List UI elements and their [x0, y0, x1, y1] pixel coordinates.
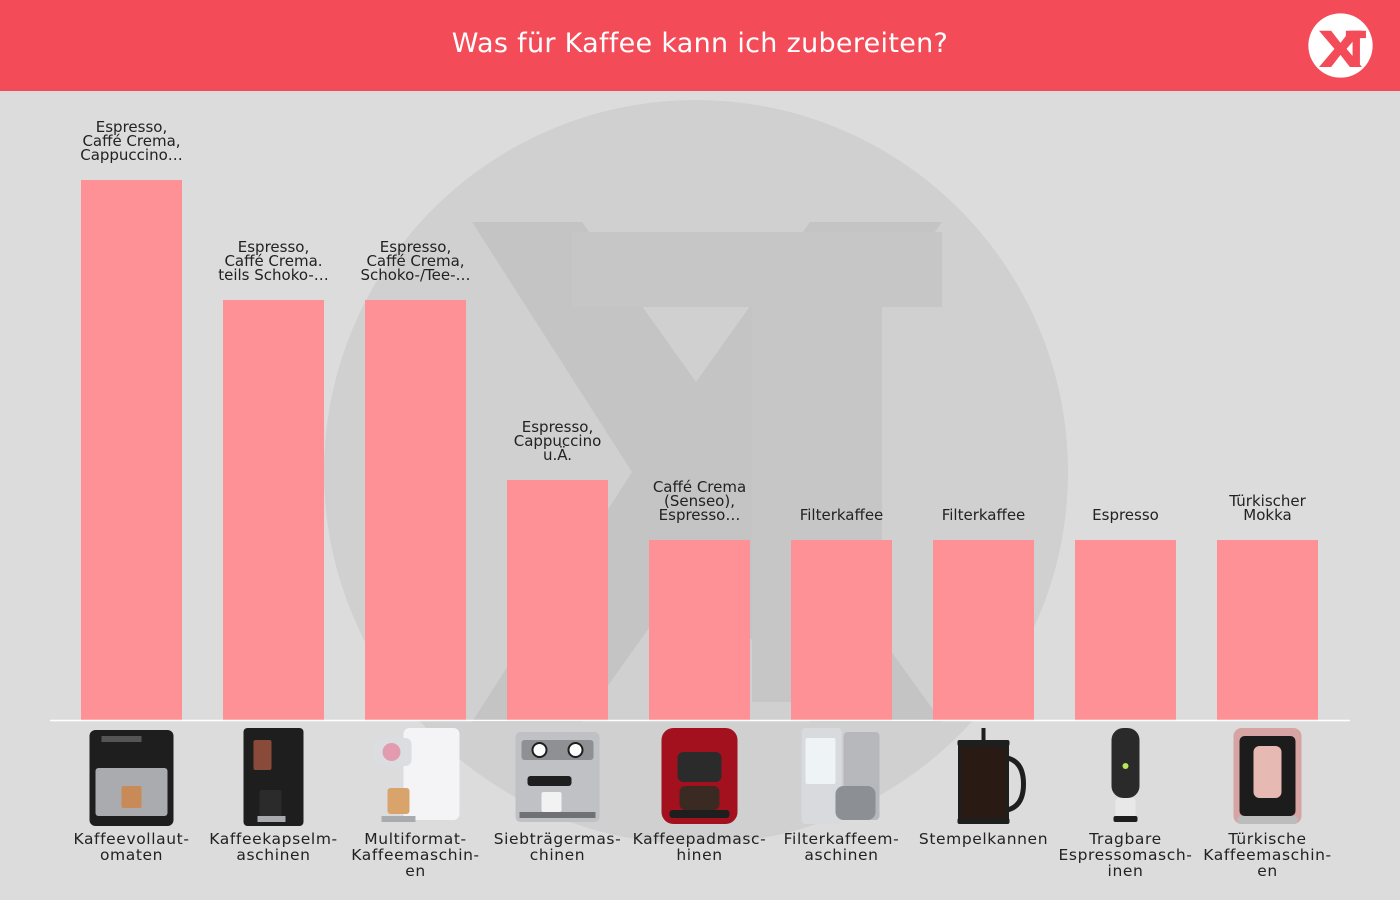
data-label: teils Schoko-…: [218, 266, 329, 284]
category-label: hinen: [676, 846, 722, 864]
category-label: aschinen: [236, 846, 310, 864]
xt-logo-icon: [1308, 13, 1373, 78]
data-labels-layer: Espresso,Caffé Crema,Cappuccino…Espresso…: [80, 118, 1306, 524]
category-label: en: [1257, 862, 1278, 880]
data-label: Espresso,: [380, 238, 451, 256]
data-label: u.Ä.: [543, 445, 572, 464]
chart-title: Was für Kaffee kann ich zubereiten?: [451, 28, 949, 59]
french-press-icon: [957, 728, 1027, 824]
category-label: chinen: [530, 846, 585, 864]
bars-layer: [81, 180, 1318, 720]
data-label: Espresso,: [522, 418, 593, 436]
data-label: Filterkaffee: [800, 506, 884, 524]
category-label: Türkische: [1227, 830, 1306, 848]
bar: [365, 300, 466, 720]
bar: [933, 540, 1034, 720]
bar: [81, 180, 182, 720]
category-label: Filterkaffeem-: [784, 830, 900, 848]
portafilter-machine-icon: [515, 732, 600, 822]
data-label: Caffé Crema.: [224, 252, 322, 270]
data-label: Filterkaffee: [942, 506, 1026, 524]
category-label: Kaffeepadmasc-: [633, 830, 767, 848]
category-label: en: [405, 862, 426, 880]
data-label: Mokka: [1243, 506, 1291, 524]
data-label: Espresso,: [238, 238, 309, 256]
portable-espresso-icon: [1111, 728, 1140, 822]
data-label: Espresso…: [659, 506, 741, 524]
data-label: (Senseo),: [664, 492, 735, 510]
data-label: Caffé Crema,: [366, 252, 464, 270]
bar: [507, 480, 608, 720]
data-label: Türkischer: [1228, 492, 1306, 510]
category-labels-layer: Kaffeevollaut-omaten Kaffeekapselm-aschin…: [73, 830, 1331, 880]
bar: [1217, 540, 1318, 720]
category-label: Kaffeemaschin-: [1203, 846, 1332, 864]
data-label: Schoko-/Tee-…: [360, 266, 470, 284]
data-label: Caffé Crema: [653, 478, 746, 496]
category-label: Kaffeekapselm-: [209, 830, 337, 848]
espresso-machine-icon: [89, 730, 174, 826]
bar: [791, 540, 892, 720]
category-label: omaten: [100, 846, 163, 864]
header-bar: Was für Kaffee kann ich zubereiten?: [0, 0, 1400, 91]
data-label: Caffé Crema,: [82, 132, 180, 150]
data-label: Espresso,: [96, 118, 167, 136]
category-label: Siebträgermas-: [494, 830, 622, 848]
category-label: Espressomasch-: [1059, 846, 1193, 864]
pad-machine-icon: [661, 728, 738, 824]
category-label: aschinen: [804, 846, 878, 864]
bar: [1075, 540, 1176, 720]
data-label: Cappuccino…: [80, 146, 183, 164]
data-label: Cappuccino: [514, 432, 602, 450]
category-label: Multiformat-: [364, 830, 466, 848]
turkish-coffee-machine-icon: [1233, 728, 1302, 824]
multiformat-machine-icon: [373, 728, 460, 822]
category-label: Stempelkannen: [919, 830, 1048, 848]
capsule-machine-icon: [243, 728, 304, 826]
data-label: Espresso: [1092, 506, 1159, 524]
category-label: Kaffeemaschin-: [351, 846, 480, 864]
icons-layer: [89, 728, 1302, 826]
bar: [223, 300, 324, 720]
category-label: Kaffeevollaut-: [73, 830, 189, 848]
filter-coffee-machine-icon: [801, 728, 880, 824]
bar: [649, 540, 750, 720]
category-label: Tragbare: [1088, 830, 1162, 848]
category-label: inen: [1108, 862, 1144, 880]
